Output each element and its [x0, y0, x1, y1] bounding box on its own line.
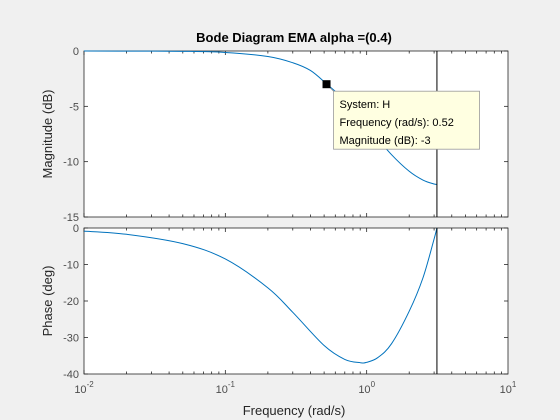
magnitude-ytick-label: -15 [63, 212, 79, 224]
chart-title: Bode Diagram EMA alpha =(0.4) [196, 30, 392, 45]
datatip-marker[interactable] [322, 80, 331, 89]
xtick-label: 101 [500, 380, 517, 396]
magnitude-ytick-label: 0 [73, 46, 79, 58]
datatip-box [333, 90, 480, 150]
phase-ytick-label: -10 [63, 260, 79, 272]
magnitude-ytick-label: -5 [69, 101, 79, 113]
magnitude-ytick-label: -10 [63, 157, 79, 169]
datatip-line-magnitude: Magnitude (dB): -3 [340, 135, 431, 147]
phase-axes[interactable] [83, 227, 509, 375]
xtick-label: 10-1 [216, 380, 236, 396]
x-axis-label: Frequency (rad/s) [243, 403, 346, 418]
phase-curve [83, 227, 438, 364]
xtick-label: 10-2 [74, 380, 94, 396]
datatip-line-frequency: Frequency (rad/s): 0.52 [340, 117, 454, 129]
magnitude-ylabel: Magnitude (dB) [40, 90, 55, 179]
datatip-line-system: System: H [340, 99, 391, 111]
xtick-label: 100 [358, 380, 375, 396]
phase-ylabel: Phase (deg) [40, 266, 55, 337]
phase-ytick-label: -20 [63, 296, 79, 308]
phase-ytick-label: -40 [63, 369, 79, 381]
phase-ytick-label: 0 [73, 223, 79, 235]
datatip[interactable]: System: H Frequency (rad/s): 0.52 Magnit… [322, 80, 480, 150]
phase-ytick-label: -30 [63, 333, 79, 345]
